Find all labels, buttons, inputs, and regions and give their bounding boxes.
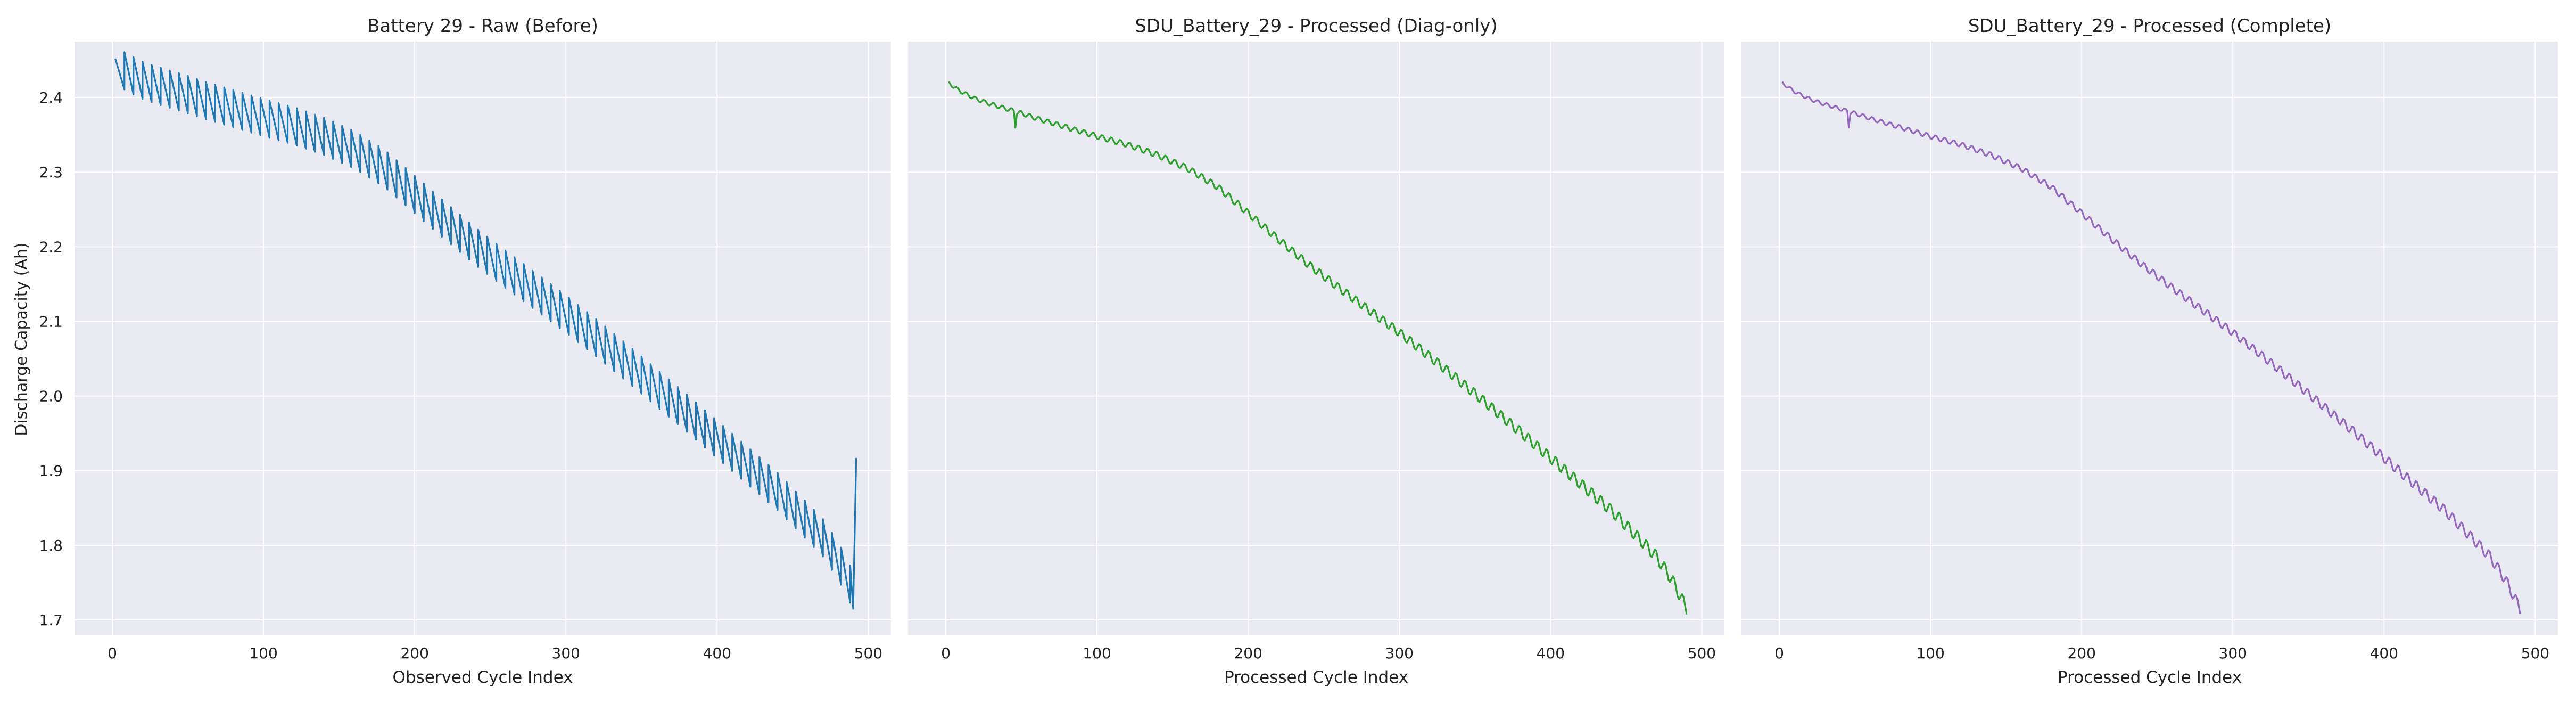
x-tick-label: 0 [941, 644, 951, 662]
x-tick-label: 100 [1916, 644, 1944, 662]
x-tick-label: 200 [2067, 644, 2095, 662]
series-line [114, 51, 857, 610]
y-tick-label: 2.1 [39, 313, 63, 330]
y-tick-label: 2.3 [39, 164, 63, 181]
x-axis-label: Processed Cycle Index [1224, 668, 1408, 687]
x-tick-label: 300 [1385, 644, 1414, 662]
x-tick-label: 300 [2219, 644, 2247, 662]
series-line [1781, 81, 2521, 614]
x-tick-label: 0 [108, 644, 117, 662]
chart-title: SDU_Battery_29 - Processed (Diag-only) [1135, 15, 1497, 37]
x-tick-label: 400 [703, 644, 731, 662]
x-tick-label: 500 [1688, 644, 1716, 662]
x-tick-label: 100 [249, 644, 277, 662]
chart-panel-2: 0 100 200 300 400 500 SDU_Battery_29 - Process… [908, 15, 1724, 687]
x-tick-label: 0 [1774, 644, 1784, 662]
x-tick-label: 200 [400, 644, 428, 662]
x-axis-label: Observed Cycle Index [393, 668, 573, 687]
x-tick-label: 200 [1234, 644, 1262, 662]
chart-title: Battery 29 - Raw (Before) [367, 15, 598, 37]
figure-y-axis-label: Discharge Capacity (Ah) [12, 242, 31, 436]
x-tick-label: 300 [552, 644, 580, 662]
y-tick-label: 2.2 [39, 238, 63, 256]
x-tick-label: 500 [2521, 644, 2549, 662]
chart-panel-3: 0 100 200 300 400 500 SDU_Battery_29 - Process… [1741, 15, 2558, 687]
y-tick-label: 1.9 [39, 462, 63, 480]
series-line [948, 81, 1688, 615]
plot-area [908, 42, 1724, 635]
plot-area [1741, 42, 2558, 635]
x-tick-label: 400 [2370, 644, 2398, 662]
y-tick-label: 1.8 [39, 537, 63, 554]
x-tick-label: 100 [1083, 644, 1111, 662]
y-tick-label: 1.7 [39, 611, 63, 629]
chart-panel-1: 0 100 200 300 400 500 1.7 1.8 1.9 2.0 2.1 2.2 2.3 2.4… [39, 15, 891, 687]
plot-area [75, 42, 891, 635]
chart-title: SDU_Battery_29 - Processed (Complete) [1968, 15, 2331, 37]
y-tick-label: 2.0 [39, 388, 63, 405]
x-axis-label: Processed Cycle Index [2058, 668, 2242, 687]
x-tick-label: 500 [854, 644, 882, 662]
x-tick-label: 400 [1537, 644, 1565, 662]
y-tick-label: 2.4 [39, 89, 63, 107]
